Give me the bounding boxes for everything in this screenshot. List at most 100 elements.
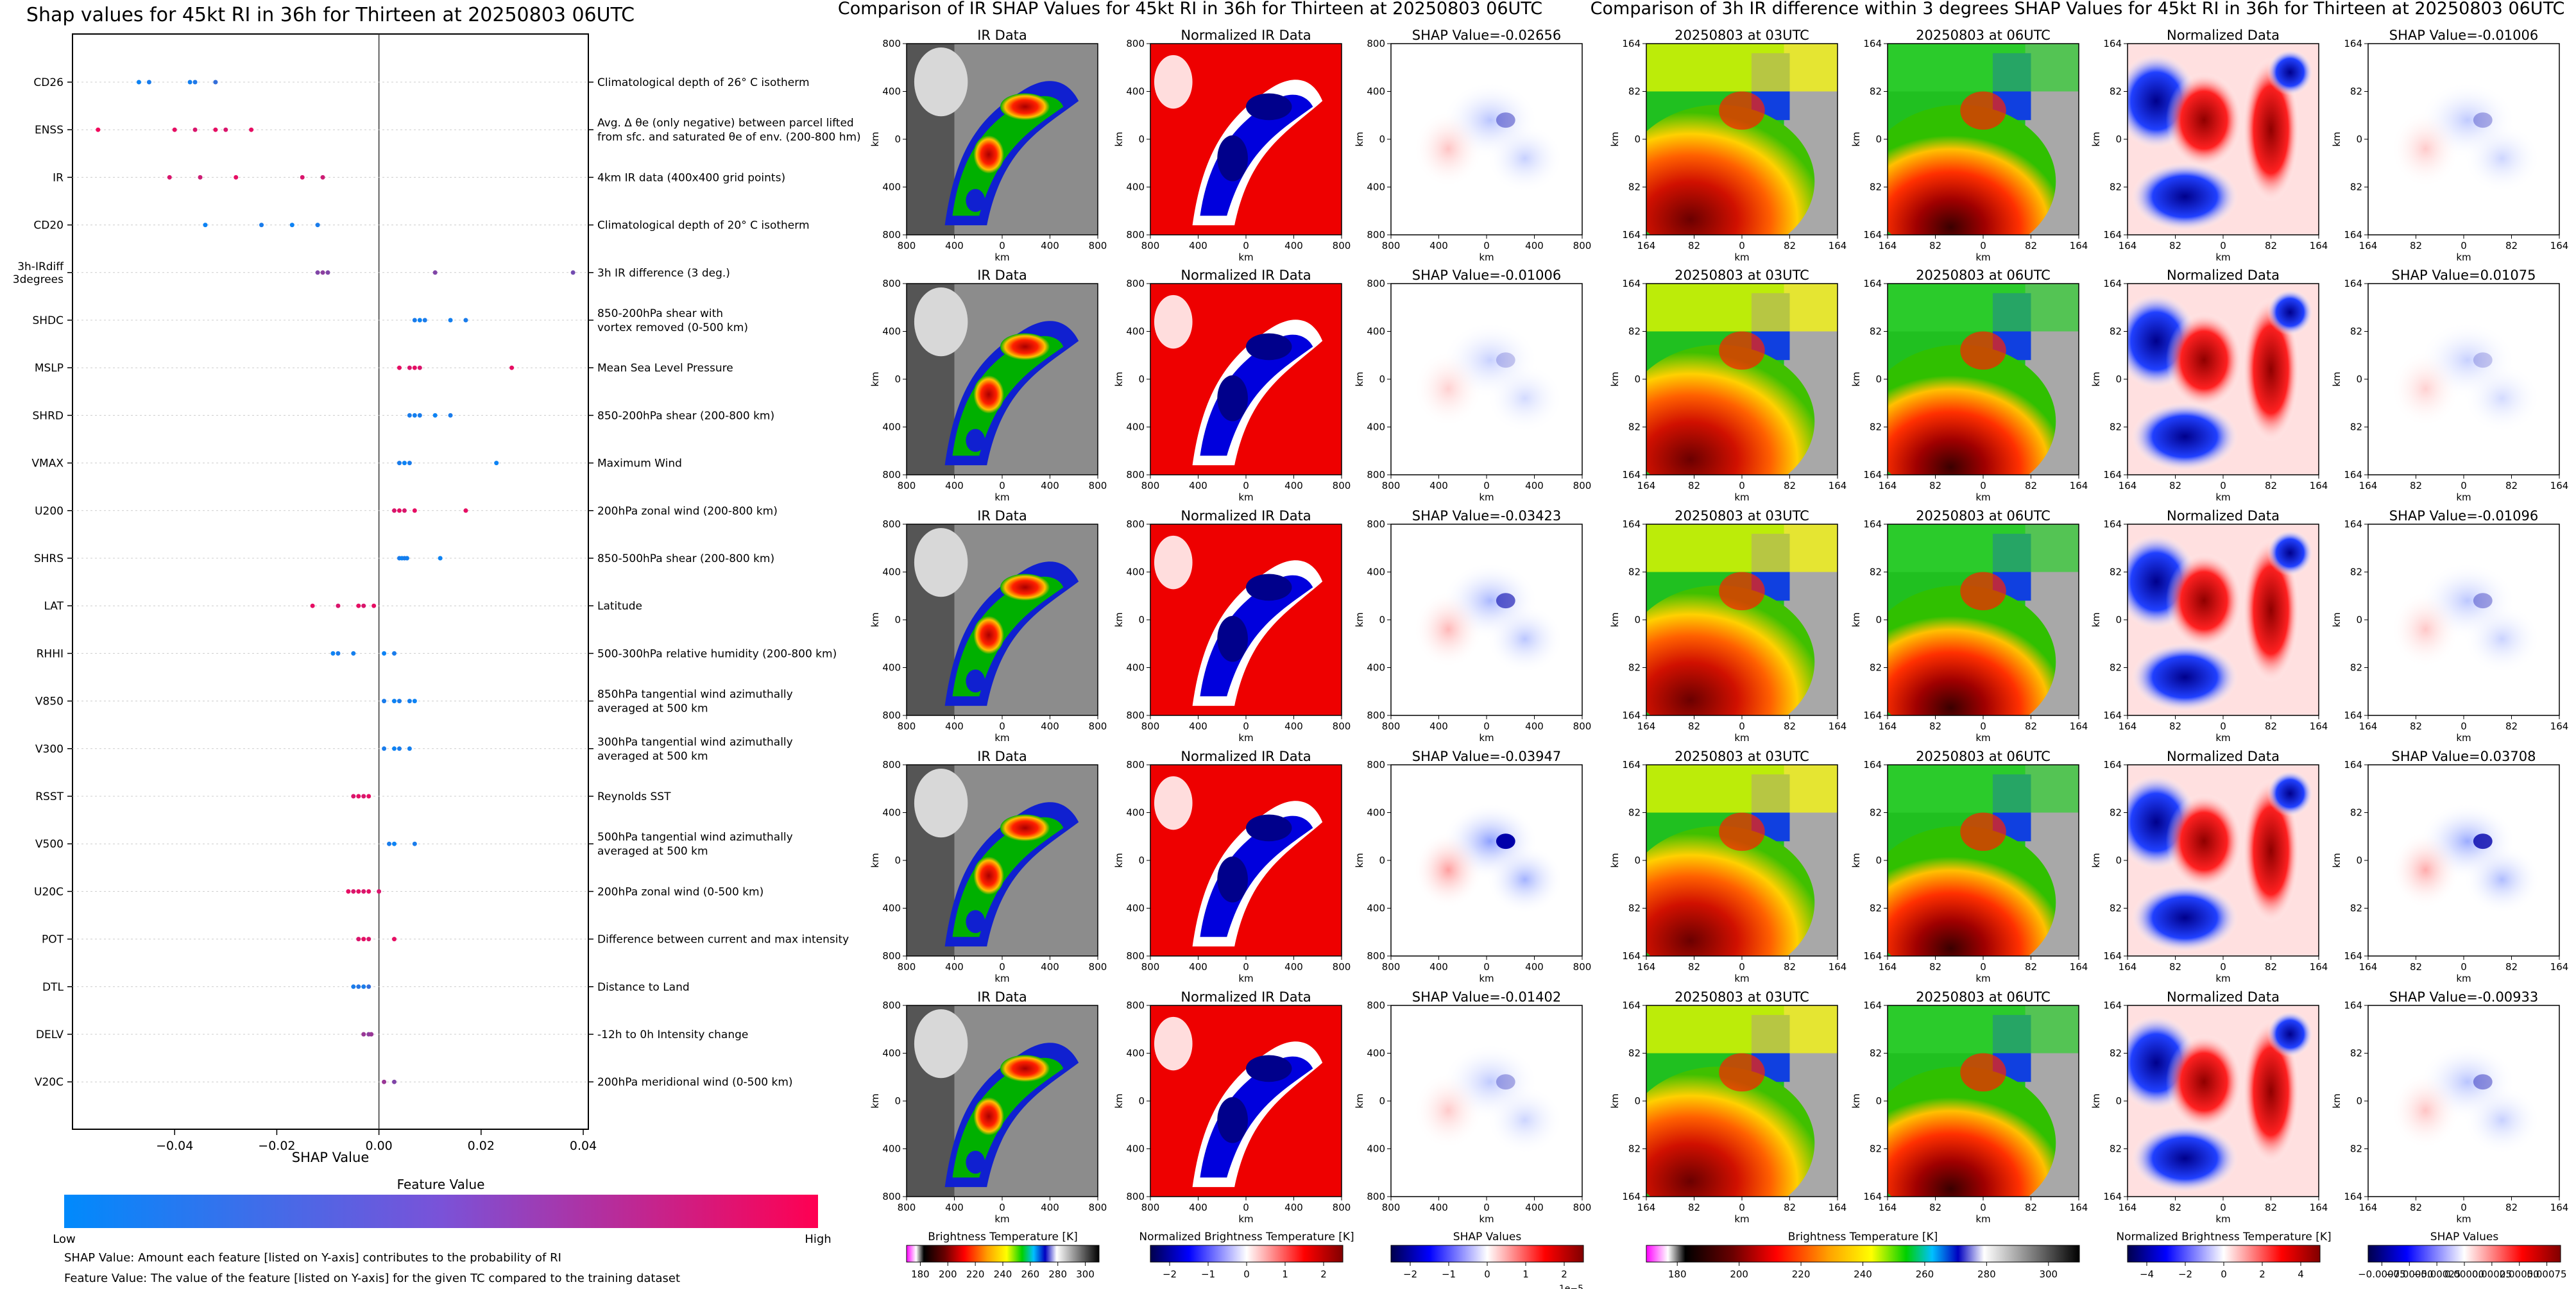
x-tick-label: 800 <box>898 240 916 252</box>
y-tick-label: 400 <box>882 1048 901 1059</box>
x-tick-label: 0 <box>1483 240 1490 252</box>
feature-label: SHRS <box>34 552 64 565</box>
shap-point <box>432 270 438 275</box>
x-tick-label: −0.02 <box>258 1139 295 1153</box>
x-tick-label: 164 <box>2119 240 2137 252</box>
x-tick-label: 164 <box>1879 721 1897 732</box>
shap-point <box>448 413 453 418</box>
shap-point <box>407 699 412 704</box>
y-tick-label: 164 <box>2344 518 2362 530</box>
x-axis-label: km <box>1479 973 1494 984</box>
y-tick-label: 82 <box>2350 1143 2362 1155</box>
feature-description: Difference between current and max inten… <box>597 934 849 946</box>
panel-title: Normalized Data <box>2167 508 2280 524</box>
shap-point <box>366 937 371 942</box>
y-tick-label: 164 <box>1863 1191 1882 1202</box>
shap-point <box>192 127 198 132</box>
shap-point <box>377 889 382 894</box>
brightness-temperature-image <box>1888 765 2079 956</box>
shap-point <box>397 746 402 751</box>
shap-point <box>366 794 371 799</box>
x-tick-label: 0 <box>2461 721 2467 732</box>
shap-point <box>412 508 417 513</box>
x-tick-label: 164 <box>2070 721 2088 732</box>
x-tick-label: 164 <box>1879 240 1897 252</box>
x-axis-label: km <box>994 732 1009 744</box>
shap-heatmap-image <box>1391 44 1582 235</box>
y-tick-label: 0 <box>1634 133 1641 145</box>
panel-title: 20250803 at 03UTC <box>1675 268 1809 283</box>
x-tick-label: 800 <box>1382 1202 1401 1213</box>
colorbar-tick-label: −0.00050 <box>2385 1268 2434 1280</box>
y-tick-label: 164 <box>1622 710 1641 721</box>
colorbar-tick-label: 4 <box>2298 1268 2304 1280</box>
normalized-ir-image <box>1150 765 1342 956</box>
y-tick-label: 800 <box>882 278 901 289</box>
x-tick-label: 82 <box>2169 721 2181 732</box>
x-tick-label: 0 <box>2461 240 2467 252</box>
shap-point <box>412 413 417 418</box>
colorbar-tick-label: 240 <box>994 1268 1012 1280</box>
colorbar-tick-label: 0.00075 <box>2527 1268 2567 1280</box>
x-tick-label: 0 <box>1980 961 1986 973</box>
y-tick-label: 800 <box>882 518 901 530</box>
colorbar-label: Normalized Brightness Temperature [K] <box>1139 1231 1354 1243</box>
y-tick-label: 0 <box>1379 1095 1385 1107</box>
y-tick-label: 164 <box>2344 710 2362 721</box>
y-tick-label: 164 <box>1863 518 1882 530</box>
shap-heatmap-image <box>2368 765 2559 956</box>
x-tick-label: 82 <box>1688 480 1700 491</box>
x-tick-label: 400 <box>1189 721 1207 732</box>
shap-point <box>387 841 392 846</box>
x-axis-label: km <box>2456 973 2471 984</box>
y-tick-label: 82 <box>1870 422 1882 433</box>
x-axis-label: km <box>2215 732 2230 744</box>
y-tick-label: 164 <box>1863 38 1882 49</box>
y-tick-label: 82 <box>1870 1143 1882 1155</box>
shap-point <box>438 556 443 561</box>
x-tick-label: 400 <box>1189 961 1207 973</box>
feature-description: Climatological depth of 20° C isotherm <box>597 219 810 232</box>
x-tick-label: 82 <box>2265 1202 2277 1213</box>
x-tick-label: 800 <box>1333 1202 1351 1213</box>
brightness-temperature-image <box>1888 1005 2079 1197</box>
colorbar-label: Brightness Temperature [K] <box>928 1231 1077 1243</box>
y-axis-label: km <box>1113 132 1125 146</box>
feature-description: 850-200hPa shear (200-800 km) <box>597 409 774 422</box>
shap-point <box>570 270 576 275</box>
shap-point <box>361 984 366 989</box>
x-tick-label: 0 <box>2461 1202 2467 1213</box>
y-tick-label: 0 <box>1138 614 1145 626</box>
y-tick-label: 800 <box>1126 278 1145 289</box>
x-axis-label: km <box>2456 732 2471 744</box>
feature-description: 850-500hPa shear (200-800 km) <box>597 552 774 565</box>
y-tick-label: 400 <box>1126 86 1145 98</box>
x-tick-label: 0 <box>2461 961 2467 973</box>
y-tick-label: 82 <box>2110 326 2122 337</box>
panel-title: Normalized IR Data <box>1181 508 1311 524</box>
y-axis-label: km <box>869 612 881 627</box>
x-axis-label: km <box>1479 732 1494 744</box>
feature-label: U20C <box>34 885 64 898</box>
y-tick-label: 0 <box>2115 373 2122 385</box>
shap-point <box>325 270 330 275</box>
colorbar-tick-label: −2 <box>2178 1268 2192 1280</box>
y-tick-label: 400 <box>1367 326 1385 337</box>
x-tick-label: 82 <box>1929 240 1941 252</box>
x-tick-label: 82 <box>1784 480 1796 491</box>
x-tick-label: 800 <box>1089 961 1107 973</box>
x-tick-label: 800 <box>1382 721 1401 732</box>
y-tick-label: 0 <box>1875 133 1882 145</box>
shap-point <box>392 1079 397 1084</box>
shap-point <box>432 413 438 418</box>
panel-title: Normalized IR Data <box>1181 268 1311 283</box>
x-tick-label: 400 <box>945 961 964 973</box>
y-tick-label: 164 <box>1622 229 1641 241</box>
shap-point <box>234 175 239 180</box>
x-axis-label: km <box>2215 252 2230 263</box>
x-tick-label: 400 <box>1041 721 1059 732</box>
x-tick-label: 82 <box>2505 961 2518 973</box>
colorbar-tick-label: −2 <box>1163 1268 1177 1280</box>
brightness-temperature-image <box>1646 524 1838 715</box>
x-tick-label: 82 <box>2410 961 2422 973</box>
